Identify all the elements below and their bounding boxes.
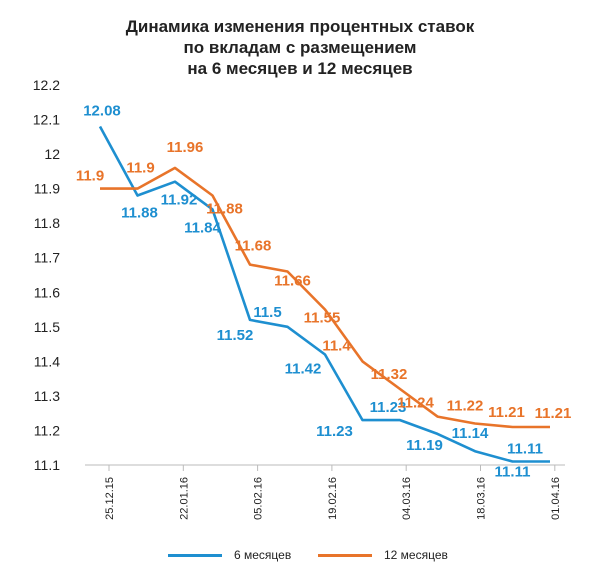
x-tick-label: 19.02.16 [327, 477, 339, 520]
legend-label-12-months: 12 месяцев [384, 548, 448, 562]
legend-label-6-months: 6 месяцев [234, 548, 292, 562]
data-label: 11.11 [495, 464, 531, 481]
x-tick-label: 22.01.16 [178, 477, 190, 520]
chart-title-line-3: на 6 месяцев и 12 месяцев [187, 59, 413, 78]
legend-item-6-months: 6 месяцев [168, 545, 291, 565]
data-label: 11.9 [76, 168, 104, 185]
x-axis: 25.12.15 22.01.16 05.02.16 19.02.16 04.03.16… [85, 464, 565, 520]
legend-swatch-12-months [318, 553, 372, 557]
data-label: 11.52 [217, 327, 254, 344]
data-label: 11.21 [535, 405, 572, 422]
series-line-6-months [98, 125, 550, 463]
data-label: 11.11 [507, 441, 543, 458]
legend-swatch-6-months [168, 553, 222, 557]
y-tick-label: 11.5 [34, 319, 60, 335]
data-label: 11.9 [126, 160, 154, 177]
data-label: 11.21 [488, 404, 525, 421]
y-tick-label: 11.6 [34, 284, 60, 300]
legend: 6 месяцев 12 месяцев [0, 545, 600, 565]
y-tick-label: 11.4 [34, 353, 60, 369]
data-label: 11.5 [253, 304, 281, 321]
series-line-12-months [100, 166, 550, 429]
data-label: 11.96 [167, 139, 204, 156]
y-tick-label: 11.8 [34, 215, 60, 231]
y-tick-label: 11.1 [34, 457, 60, 473]
y-axis-ticks: 12.2 12.1 12 11.9 11.8 11.7 11.6 11.5 11.4 11.3 11… [33, 77, 60, 473]
data-label: 11.66 [274, 273, 311, 290]
data-label: 11.92 [161, 192, 198, 209]
chart-title-line-1: Динамика изменения процентных ставок [125, 17, 475, 36]
x-tick-label: 01.04.16 [550, 477, 562, 520]
x-tick-label: 25.12.15 [104, 477, 116, 520]
chart-title: Динамика изменения процентных ставок по … [0, 16, 600, 79]
x-tick-label: 04.03.16 [401, 477, 413, 520]
legend-item-12-months: 12 месяцев [318, 545, 448, 565]
data-label: 11.4 [322, 337, 351, 354]
data-label: 11.32 [371, 366, 408, 383]
y-tick-label: 12.1 [33, 112, 60, 128]
chart-title-line-2: по вкладам с размещением [183, 38, 417, 57]
data-label: 11.23 [370, 399, 407, 416]
data-label: 11.68 [235, 238, 272, 255]
y-tick-label: 11.2 [34, 422, 60, 438]
data-label: 11.23 [316, 423, 353, 440]
data-label: 11.24 [397, 395, 434, 412]
data-label: 11.55 [304, 310, 341, 327]
data-label: 11.14 [452, 425, 489, 442]
series-lines [98, 125, 550, 463]
y-tick-label: 11.3 [34, 388, 60, 404]
x-tick-label: 18.03.16 [476, 477, 488, 520]
data-label: 12.08 [83, 102, 121, 119]
data-label: 11.88 [206, 201, 243, 218]
data-label: 11.88 [121, 205, 158, 222]
data-label: 11.84 [184, 219, 221, 236]
y-tick-label: 12 [44, 146, 60, 162]
data-label: 11.22 [447, 398, 484, 415]
y-tick-label: 12.2 [33, 77, 60, 93]
data-label: 11.42 [285, 360, 322, 377]
data-label: 11.19 [406, 437, 443, 454]
x-tick-label: 05.02.16 [253, 477, 265, 520]
y-tick-label: 11.9 [34, 181, 60, 197]
data-labels: 12.0811.8811.9211.8411.5211.511.4211.231… [76, 102, 572, 480]
y-tick-label: 11.7 [34, 250, 60, 266]
